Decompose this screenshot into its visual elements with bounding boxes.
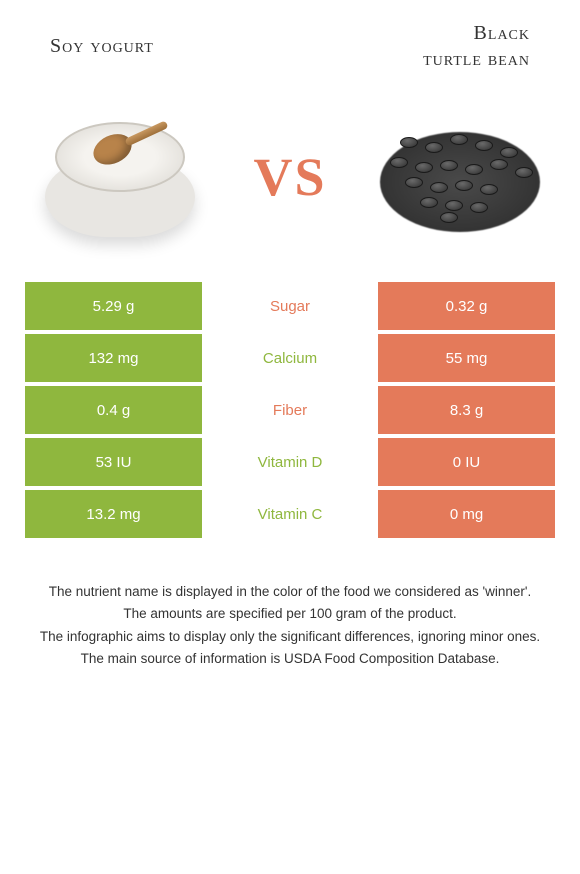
table-row: 0.4 gFiber8.3 g: [25, 386, 555, 434]
left-value: 0.4 g: [25, 386, 202, 434]
right-value: 0 mg: [378, 490, 555, 538]
left-food-title: Soy yogurt: [40, 35, 290, 58]
right-value: 55 mg: [378, 334, 555, 382]
right-food-title: Blackturtle bean: [290, 20, 540, 72]
vs-label: VS: [253, 146, 326, 208]
right-value: 8.3 g: [378, 386, 555, 434]
nutrient-label: Vitamin C: [202, 490, 378, 538]
nutrient-label: Fiber: [202, 386, 378, 434]
nutrient-label: Calcium: [202, 334, 378, 382]
left-value: 5.29 g: [25, 282, 202, 330]
right-food-image: [370, 102, 550, 252]
footer-line: The amounts are specified per 100 gram o…: [20, 604, 560, 624]
left-value: 53 IU: [25, 438, 202, 486]
footer-line: The infographic aims to display only the…: [20, 627, 560, 647]
nutrient-table: 5.29 gSugar0.32 g132 mgCalcium55 mg0.4 g…: [25, 282, 555, 538]
table-row: 53 IUVitamin D0 IU: [25, 438, 555, 486]
header: Soy yogurt Blackturtle bean: [0, 0, 580, 82]
table-row: 13.2 mgVitamin C0 mg: [25, 490, 555, 538]
footer-notes: The nutrient name is displayed in the co…: [0, 542, 580, 691]
left-value: 132 mg: [25, 334, 202, 382]
left-food-image: [30, 102, 210, 252]
footer-line: The main source of information is USDA F…: [20, 649, 560, 669]
table-row: 5.29 gSugar0.32 g: [25, 282, 555, 330]
yogurt-bowl-icon: [35, 112, 205, 242]
beans-icon: [370, 112, 550, 242]
right-value: 0 IU: [378, 438, 555, 486]
nutrient-label: Sugar: [202, 282, 378, 330]
nutrient-label: Vitamin D: [202, 438, 378, 486]
images-row: VS: [0, 82, 580, 282]
right-value: 0.32 g: [378, 282, 555, 330]
table-row: 132 mgCalcium55 mg: [25, 334, 555, 382]
left-value: 13.2 mg: [25, 490, 202, 538]
footer-line: The nutrient name is displayed in the co…: [20, 582, 560, 602]
